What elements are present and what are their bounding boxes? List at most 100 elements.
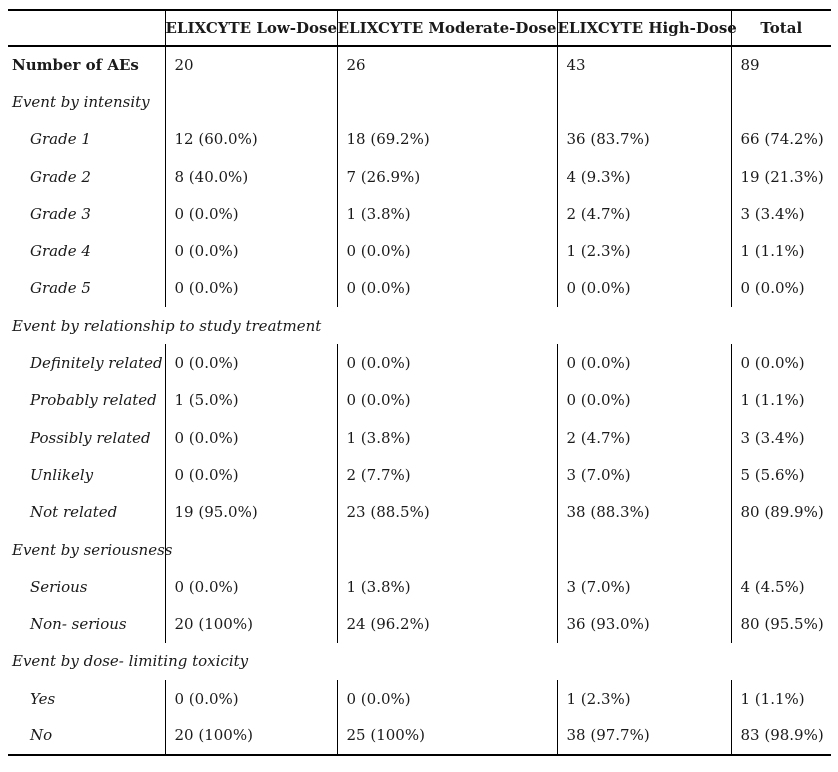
section-label: Event by relationship to study treatment bbox=[12, 316, 322, 335]
header-elixcyte-high-dose: ELIXCYTE High-Dose bbox=[556, 10, 737, 47]
value-cell: 0 (0.0%) bbox=[336, 680, 557, 718]
value-cell: 3 (7.0%) bbox=[556, 456, 731, 494]
value-cell: 12 (60.0%) bbox=[164, 120, 337, 158]
value-cell: 36 (83.7%) bbox=[556, 120, 731, 158]
value-cell: 3 (7.0%) bbox=[556, 568, 731, 606]
value-cell: 0 (0.0%) bbox=[164, 269, 337, 308]
table-row: Definitely related 0 (0.0%) 0 (0.0%) 0 (0.0… bbox=[8, 344, 831, 382]
value-cell: 3 (3.4%) bbox=[730, 418, 831, 457]
value-cell: 19 (95.0%) bbox=[164, 493, 337, 531]
row-label: Definitely related bbox=[30, 354, 163, 373]
row-label: Grade 4 bbox=[30, 242, 91, 261]
table-row: Number of AEs 20 26 43 89 bbox=[8, 46, 831, 84]
value-cell: 0 (0.0%) bbox=[556, 381, 731, 419]
row-label: Number of AEs bbox=[12, 56, 139, 75]
value-cell bbox=[336, 83, 557, 121]
row-label: Not related bbox=[30, 503, 118, 522]
value-cell: 19 (21.3%) bbox=[730, 157, 831, 196]
table-row: Grade 1 12 (60.0%) 18 (69.2%) 36 (83.7%) 66 … bbox=[8, 120, 831, 158]
header-elixcyte-low-dose: ELIXCYTE Low-Dose bbox=[164, 10, 337, 47]
value-cell: 5 (5.6%) bbox=[730, 456, 831, 494]
value-cell: 4 (9.3%) bbox=[556, 157, 731, 196]
row-label: Serious bbox=[30, 577, 88, 596]
value-cell: 1 (3.8%) bbox=[336, 418, 557, 457]
value-cell: 0 (0.0%) bbox=[164, 344, 337, 382]
value-cell: 2 (4.7%) bbox=[556, 195, 731, 233]
value-cell bbox=[730, 83, 831, 121]
value-cell bbox=[556, 530, 731, 569]
section-row: Event by dose- limiting toxicity bbox=[8, 643, 831, 680]
value-cell: 0 (0.0%) bbox=[556, 344, 731, 382]
value-cell: 2 (7.7%) bbox=[336, 456, 557, 494]
value-cell: 38 (88.3%) bbox=[556, 493, 731, 531]
value-cell: 0 (0.0%) bbox=[164, 418, 337, 457]
value-cell: 1 (5.0%) bbox=[164, 381, 337, 419]
section-row: Event by seriousness bbox=[8, 530, 831, 569]
value-cell: 89 bbox=[730, 46, 831, 84]
value-cell: 0 (0.0%) bbox=[336, 344, 557, 382]
table-row: Probably related 1 (5.0%) 0 (0.0%) 0 (0.0%)… bbox=[8, 381, 831, 419]
value-cell: 1 (2.3%) bbox=[556, 680, 731, 718]
value-cell bbox=[164, 530, 337, 569]
table-row: Unlikely 0 (0.0%) 2 (7.7%) 3 (7.0%) 5 (5.6%) bbox=[8, 456, 831, 494]
row-label: Grade 5 bbox=[30, 279, 91, 298]
value-cell: 8 (40.0%) bbox=[164, 157, 337, 196]
row-label: No bbox=[30, 726, 53, 745]
value-cell: 80 (89.9%) bbox=[730, 493, 831, 531]
row-label: Possibly related bbox=[30, 428, 151, 447]
value-cell: 0 (0.0%) bbox=[164, 456, 337, 494]
table-row: No 20 (100%) 25 (100%) 38 (97.7%) 83 (98.9%) bbox=[8, 717, 831, 755]
value-cell: 4 (4.5%) bbox=[730, 568, 831, 606]
row-label: Grade 1 bbox=[30, 130, 91, 149]
value-cell: 20 bbox=[164, 46, 337, 84]
value-cell: 1 (3.8%) bbox=[336, 568, 557, 606]
value-cell: 83 (98.9%) bbox=[730, 717, 831, 755]
value-cell: 0 (0.0%) bbox=[164, 680, 337, 718]
table-row: Yes 0 (0.0%) 0 (0.0%) 1 (2.3%) 1 (1.1%) bbox=[8, 680, 831, 718]
value-cell bbox=[336, 530, 557, 569]
value-cell: 1 (2.3%) bbox=[556, 232, 731, 270]
value-cell: 2 (4.7%) bbox=[556, 418, 731, 457]
value-cell: 43 bbox=[556, 46, 731, 84]
value-cell: 0 (0.0%) bbox=[336, 232, 557, 270]
row-label: Grade 2 bbox=[30, 167, 91, 186]
header-elixcyte-moderate-dose: ELIXCYTE Moderate-Dose bbox=[336, 10, 557, 47]
value-cell: 66 (74.2%) bbox=[730, 120, 831, 158]
value-cell: 18 (69.2%) bbox=[336, 120, 557, 158]
header-total: Total bbox=[730, 10, 831, 47]
value-cell: 80 (95.5%) bbox=[730, 605, 831, 643]
row-label: Unlikely bbox=[30, 465, 94, 484]
value-cell: 0 (0.0%) bbox=[730, 269, 831, 308]
corner-header-cell bbox=[8, 10, 165, 47]
value-cell: 0 (0.0%) bbox=[336, 269, 557, 308]
value-cell: 1 (1.1%) bbox=[730, 232, 831, 270]
section-row: Event by relationship to study treatment bbox=[8, 307, 831, 344]
header-row: ELIXCYTE Low-Dose ELIXCYTE Moderate-Dose… bbox=[8, 10, 831, 47]
value-cell: 26 bbox=[336, 46, 557, 84]
section-label: Event by dose- limiting toxicity bbox=[12, 652, 249, 671]
table-row: Grade 2 8 (40.0%) 7 (26.9%) 4 (9.3%) 19 (21.… bbox=[8, 157, 831, 196]
value-cell bbox=[556, 83, 731, 121]
value-cell: 0 (0.0%) bbox=[164, 195, 337, 233]
value-cell: 20 (100%) bbox=[164, 717, 337, 755]
value-cell: 0 (0.0%) bbox=[164, 568, 337, 606]
table-row: Possibly related 0 (0.0%) 1 (3.8%) 2 (4.7%)… bbox=[8, 418, 831, 457]
row-label: Grade 3 bbox=[30, 204, 91, 223]
value-cell: 7 (26.9%) bbox=[336, 157, 557, 196]
table-row: Not related 19 (95.0%) 23 (88.5%) 38 (88.3%… bbox=[8, 493, 831, 531]
row-label: Yes bbox=[30, 689, 56, 708]
value-cell: 0 (0.0%) bbox=[164, 232, 337, 270]
value-cell: 20 (100%) bbox=[164, 605, 337, 643]
table-row: Serious 0 (0.0%) 1 (3.8%) 3 (7.0%) 4 (4.5%) bbox=[8, 568, 831, 606]
value-cell: 1 (1.1%) bbox=[730, 381, 831, 419]
section-row: Event by intensity bbox=[8, 83, 831, 121]
value-cell: 1 (1.1%) bbox=[730, 680, 831, 718]
value-cell: 25 (100%) bbox=[336, 717, 557, 755]
value-cell: 24 (96.2%) bbox=[336, 605, 557, 643]
value-cell bbox=[730, 530, 831, 569]
table-row: Non- serious 20 (100%) 24 (96.2%) 36 (93.0%… bbox=[8, 605, 831, 643]
table-row: Grade 3 0 (0.0%) 1 (3.8%) 2 (4.7%) 3 (3.4%) bbox=[8, 195, 831, 233]
table-body: Number of AEs 20 26 43 89 Event by intensity G… bbox=[8, 46, 831, 755]
value-cell: 0 (0.0%) bbox=[556, 269, 731, 308]
